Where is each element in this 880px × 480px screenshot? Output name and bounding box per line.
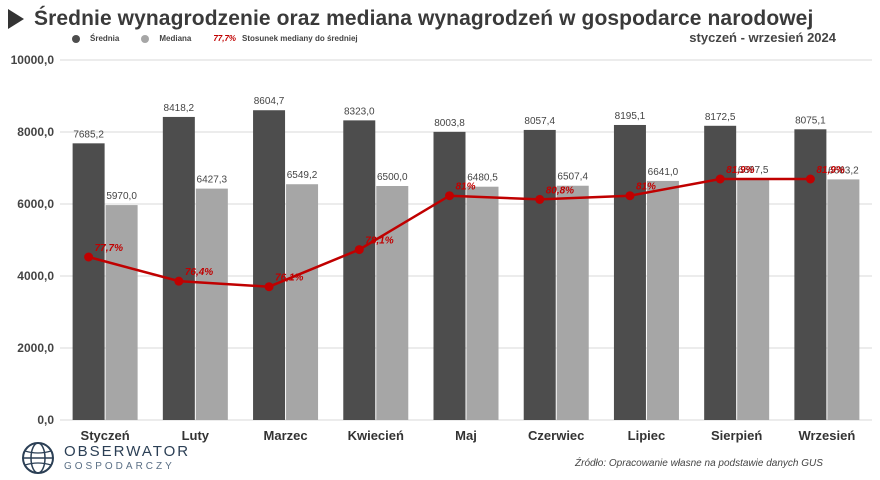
bar-mean: [613, 124, 646, 420]
ratio-value-label: 81,9%: [726, 165, 754, 176]
legend-median: Mediana: [141, 34, 191, 43]
ratio-point: [445, 191, 454, 201]
bar-mean-value-label: 8172,5: [705, 112, 736, 123]
bar-median-value-label: 6480,5: [467, 173, 498, 184]
bar-mean-value-label: 8195,1: [615, 111, 646, 122]
period-label: styczeń - wrzesień 2024: [689, 30, 836, 45]
ratio-value-label: 76,4%: [185, 267, 213, 278]
ratio-point: [805, 174, 815, 184]
x-category-label: Luty: [182, 428, 210, 443]
ratio-value-label: 81%: [636, 182, 656, 193]
x-category-label: Sierpień: [711, 428, 762, 443]
ratio-point: [84, 252, 94, 262]
median-dot-icon: [141, 34, 150, 43]
bar-median: [646, 180, 679, 420]
y-tick-label: 4000,0: [17, 269, 54, 283]
bar-mean-value-label: 8604,7: [254, 96, 285, 107]
x-category-label: Marzec: [264, 428, 308, 443]
legend: Średnia Mediana 77,7% Stosunek mediany d…: [72, 34, 380, 43]
ratio-point: [354, 245, 364, 255]
bar-mean: [253, 110, 286, 420]
x-category-label: Kwiecień: [348, 428, 404, 443]
logo-main-text: OBSERWATOR: [64, 443, 191, 460]
bar-median: [376, 186, 409, 420]
x-category-label: Wrzesień: [798, 428, 855, 443]
chart-title: Średnie wynagrodzenie oraz mediana wynag…: [8, 4, 813, 34]
mean-dot-icon: [72, 34, 80, 43]
globe-logo-icon: [22, 442, 54, 474]
legend-median-label: Mediana: [159, 34, 192, 43]
bar-median: [286, 184, 319, 420]
bar-mean-value-label: 8323,0: [344, 106, 375, 117]
legend-ratio-label: Stosunek mediany do średniej: [242, 34, 358, 43]
bar-mean: [343, 120, 376, 420]
legend-ratio-sample: 77,7%: [213, 34, 237, 43]
ratio-point: [625, 191, 635, 201]
ratio-value-label: 81%: [456, 182, 476, 193]
bar-mean-value-label: 8057,4: [524, 116, 555, 127]
x-category-label: Styczeń: [81, 428, 130, 443]
bar-median: [827, 179, 860, 420]
bar-median: [195, 188, 228, 420]
y-tick-label: 10000,0: [11, 53, 55, 67]
bar-median: [105, 205, 138, 420]
ratio-point: [174, 276, 184, 286]
bar-mean: [523, 129, 556, 420]
y-tick-label: 0,0: [37, 413, 54, 427]
source-note: Źródło: Opracowanie własne na podstawie …: [575, 458, 823, 469]
bar-median: [466, 186, 499, 420]
y-tick-label: 8000,0: [17, 125, 54, 139]
bar-median: [737, 178, 770, 420]
bar-median-value-label: 6641,0: [648, 167, 679, 178]
legend-mean: Średnia: [72, 34, 119, 43]
bar-mean: [72, 143, 105, 420]
ratio-point: [715, 174, 725, 184]
ratio-point: [535, 194, 545, 204]
bar-median-value-label: 6683,2: [828, 165, 859, 176]
bar-median-value-label: 6549,2: [287, 170, 318, 181]
legend-mean-label: Średnia: [90, 34, 120, 43]
ratio-point: [264, 282, 274, 292]
bar-mean-value-label: 8003,8: [434, 118, 465, 129]
bar-mean: [433, 131, 466, 420]
bar-median-value-label: 6427,3: [197, 175, 228, 186]
x-category-label: Czerwiec: [528, 428, 584, 443]
bar-median-value-label: 5970,0: [106, 191, 137, 202]
title-text: Średnie wynagrodzenie oraz mediana wynag…: [34, 7, 814, 30]
bar-mean-value-label: 8418,2: [164, 103, 195, 114]
ratio-value-label: 76,1%: [275, 273, 303, 284]
logo-sub-text: GOSPODARCZY: [64, 461, 175, 472]
bar-mean-value-label: 7685,2: [73, 129, 104, 140]
bar-median-value-label: 6500,0: [377, 172, 408, 183]
x-category-label: Lipiec: [628, 428, 666, 443]
bar-median-value-label: 6697,5: [738, 165, 769, 176]
bar-mean-value-label: 8075,1: [795, 115, 826, 126]
ratio-value-label: 77,7%: [95, 243, 123, 254]
ratio-value-label: 78,1%: [365, 236, 393, 247]
x-category-label: Maj: [455, 428, 477, 443]
ratio-value-label: 80,8%: [546, 185, 574, 196]
bar-median-value-label: 6507,4: [557, 172, 588, 183]
logo: OBSERWATOR GOSPODARCZY: [20, 440, 190, 476]
bar-median: [556, 185, 589, 420]
legend-ratio: 77,7% Stosunek mediany do średniej: [213, 34, 357, 43]
y-tick-label: 6000,0: [17, 197, 54, 211]
ratio-value-label: 81,9%: [816, 165, 844, 176]
play-triangle-icon: [8, 9, 24, 29]
y-tick-label: 2000,0: [17, 341, 54, 355]
bar-mean: [162, 116, 195, 421]
